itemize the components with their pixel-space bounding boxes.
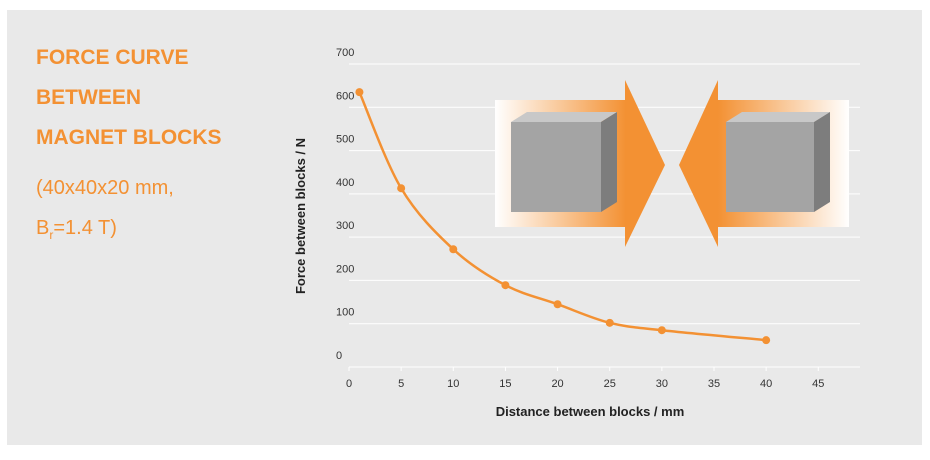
y-tick-label: 200 [336,263,354,275]
subtitle: (40x40x20 mm, [36,177,174,199]
illustration [495,80,849,247]
cube-front [511,122,601,212]
x-axis-label: Distance between blocks / mm [496,404,685,419]
symbol: B [36,217,49,239]
y-tick-label: 100 [336,307,354,319]
subtitle-rest: =1.4 T) [53,217,117,239]
cube-side [814,112,830,212]
x-tick-label: 20 [551,378,563,390]
title: FORCE CURVE BETWEEN MAGNET BLOCKS [36,46,222,149]
title-line: BETWEEN [36,86,141,109]
y-tick-label: 600 [336,90,354,102]
subtitle: Br=1.4 T) [36,217,117,242]
arrow-head [625,80,665,247]
x-tick-label: 0 [346,378,352,390]
title-line: FORCE CURVE [36,46,188,69]
title-line: MAGNET BLOCKS [36,126,222,149]
point [657,326,666,335]
y-tick-label: 500 [336,134,354,146]
point [501,281,510,290]
x-tick-label: 45 [812,378,824,390]
x-tick-label: 40 [760,378,772,390]
x-tick-label: 35 [708,378,720,390]
x-tick-label: 25 [604,378,616,390]
y-tick-label: 0 [336,350,342,362]
point [355,88,364,97]
y-tick-label: 400 [336,177,354,189]
x-tick-label: 30 [656,378,668,390]
subscript: r [49,228,53,242]
point [553,300,562,309]
x-tick-label: 10 [447,378,459,390]
cube-front [726,122,814,212]
x-tick-label: 15 [499,378,511,390]
arrow-head [679,80,718,247]
cube-top [726,112,830,122]
x-tick-label: 5 [398,378,404,390]
plot: 0 100 200 300 400 500 600 700 0 5 10 15 20 25 30 35 40 45 [336,47,860,390]
point [397,184,406,193]
y-tick-label: 300 [336,220,354,232]
point [449,245,458,254]
point [605,318,614,327]
cube-top [511,112,617,122]
y-axis-label: Force between blocks / N [293,138,308,294]
point [762,336,771,345]
panel [7,10,922,445]
y-tick-label: 700 [336,47,354,59]
cube-side [601,112,617,212]
